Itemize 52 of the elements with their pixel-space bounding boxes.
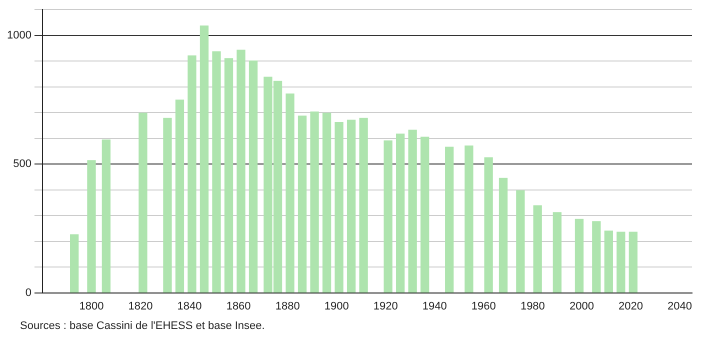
x-tick-label: 1840 [177,300,202,312]
bar [248,60,258,293]
bar [102,140,111,293]
x-tick-label: 1920 [373,300,398,312]
x-tick-label: 2020 [618,300,643,312]
bar [346,120,356,293]
x-tick-label: 1900 [324,300,349,312]
bar [224,58,234,293]
bar [310,111,319,293]
bar [70,234,79,293]
x-tick-label: 2040 [668,300,692,312]
bar [322,112,332,293]
y-tick-label: 500 [13,158,32,170]
bar [616,232,626,293]
x-tick-label: 2000 [569,300,594,312]
bar [200,25,209,293]
bar [604,230,613,293]
x-tick-label: 1820 [128,300,153,312]
x-tick-label: 1880 [275,300,300,312]
bar [552,212,562,293]
bar [498,178,508,293]
bar [445,146,454,293]
x-tick-label: 1940 [422,300,447,312]
bar [574,218,584,293]
bar [533,205,542,293]
bar [516,190,525,293]
x-tick-label: 1960 [471,300,496,312]
bar [87,160,96,293]
bar [484,157,493,293]
bar [408,130,417,293]
bar [188,55,196,293]
bar [286,93,294,293]
bar [628,232,638,293]
bar [138,112,148,293]
bar [396,134,405,293]
y-tick-label: 1000 [6,29,32,42]
bar [212,51,221,293]
bar [163,118,172,293]
bar [359,118,368,293]
bar [384,140,392,293]
x-tick-label: 1800 [79,300,104,312]
bar [334,122,344,293]
bar [420,136,430,293]
bar [175,100,184,293]
bar [592,221,601,293]
source-note: Sources : base Cassini de l'EHESS et base Insee. [20,320,265,332]
x-tick-label: 1860 [226,300,251,312]
x-tick-label: 1980 [520,300,545,312]
y-tick-label: 0 [25,286,32,299]
bar [236,50,246,293]
bar [464,145,474,293]
bar [298,116,307,293]
